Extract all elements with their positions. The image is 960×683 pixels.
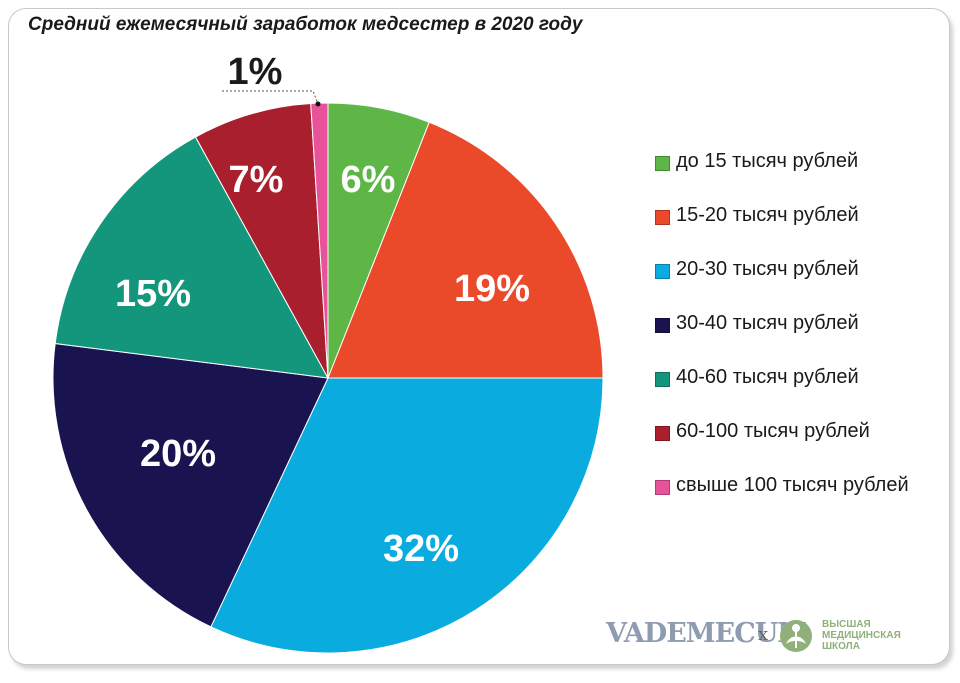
medical-school-logo-text: ВЫСШАЯ МЕДИЦИНСКАЯ ШКОЛА <box>822 619 942 652</box>
data-label: 20% <box>140 433 216 475</box>
legend-label: 30-40 тысяч рублей <box>676 312 859 334</box>
legend-label: свыше 100 тысяч рублей <box>676 474 909 496</box>
legend-item: 20-30 тысяч рублей <box>655 258 909 312</box>
logo-separator: x <box>758 624 769 645</box>
legend: до 15 тысяч рублей 15-20 тысяч рублей 20-3… <box>655 150 909 528</box>
medical-school-icon <box>780 620 812 652</box>
data-label: 1% <box>228 51 283 93</box>
pie-slice <box>327 121 604 379</box>
legend-label: 40-60 тысяч рублей <box>676 366 859 388</box>
data-label: 6% <box>341 159 396 201</box>
legend-swatch <box>655 480 670 495</box>
legend-swatch <box>655 426 670 441</box>
data-label: 15% <box>115 273 191 315</box>
legend-label: 60-100 тысяч рублей <box>676 420 870 442</box>
vademecum-logo: VADEMECUM <box>606 618 807 649</box>
legend-swatch <box>655 264 670 279</box>
pie-slice <box>52 342 329 628</box>
legend-label: до 15 тысяч рублей <box>676 150 859 172</box>
legend-swatch <box>655 372 670 387</box>
medical-school-line3: ШКОЛА <box>822 641 860 652</box>
data-label: 32% <box>383 528 459 570</box>
data-label: 19% <box>454 268 530 310</box>
legend-item: 60-100 тысяч рублей <box>655 420 909 474</box>
legend-swatch <box>655 156 670 171</box>
legend-item: свыше 100 тысяч рублей <box>655 474 909 528</box>
legend-item: до 15 тысяч рублей <box>655 150 909 204</box>
chart-title: Средний ежемесячный заработок медсестер … <box>28 14 583 35</box>
pie-slice <box>210 377 604 654</box>
pie-slice <box>54 136 329 379</box>
medical-school-line2: МЕДИЦИНСКАЯ <box>822 630 901 641</box>
pie-slice <box>194 103 329 379</box>
legend-label: 15-20 тысяч рублей <box>676 204 859 226</box>
leader-dot <box>315 101 321 107</box>
data-label: 7% <box>229 159 284 201</box>
legend-swatch <box>655 210 670 225</box>
legend-item: 30-40 тысяч рублей <box>655 312 909 366</box>
legend-label: 20-30 тысяч рублей <box>676 258 859 280</box>
legend-swatch <box>655 318 670 333</box>
legend-item: 15-20 тысяч рублей <box>655 204 909 258</box>
leader-line <box>222 90 319 105</box>
legend-item: 40-60 тысяч рублей <box>655 366 909 420</box>
medical-school-line1: ВЫСШАЯ <box>822 619 871 630</box>
logos: VADEMECUM x ВЫСШАЯ МЕДИЦИНСКАЯ ШКОЛА <box>606 618 936 662</box>
